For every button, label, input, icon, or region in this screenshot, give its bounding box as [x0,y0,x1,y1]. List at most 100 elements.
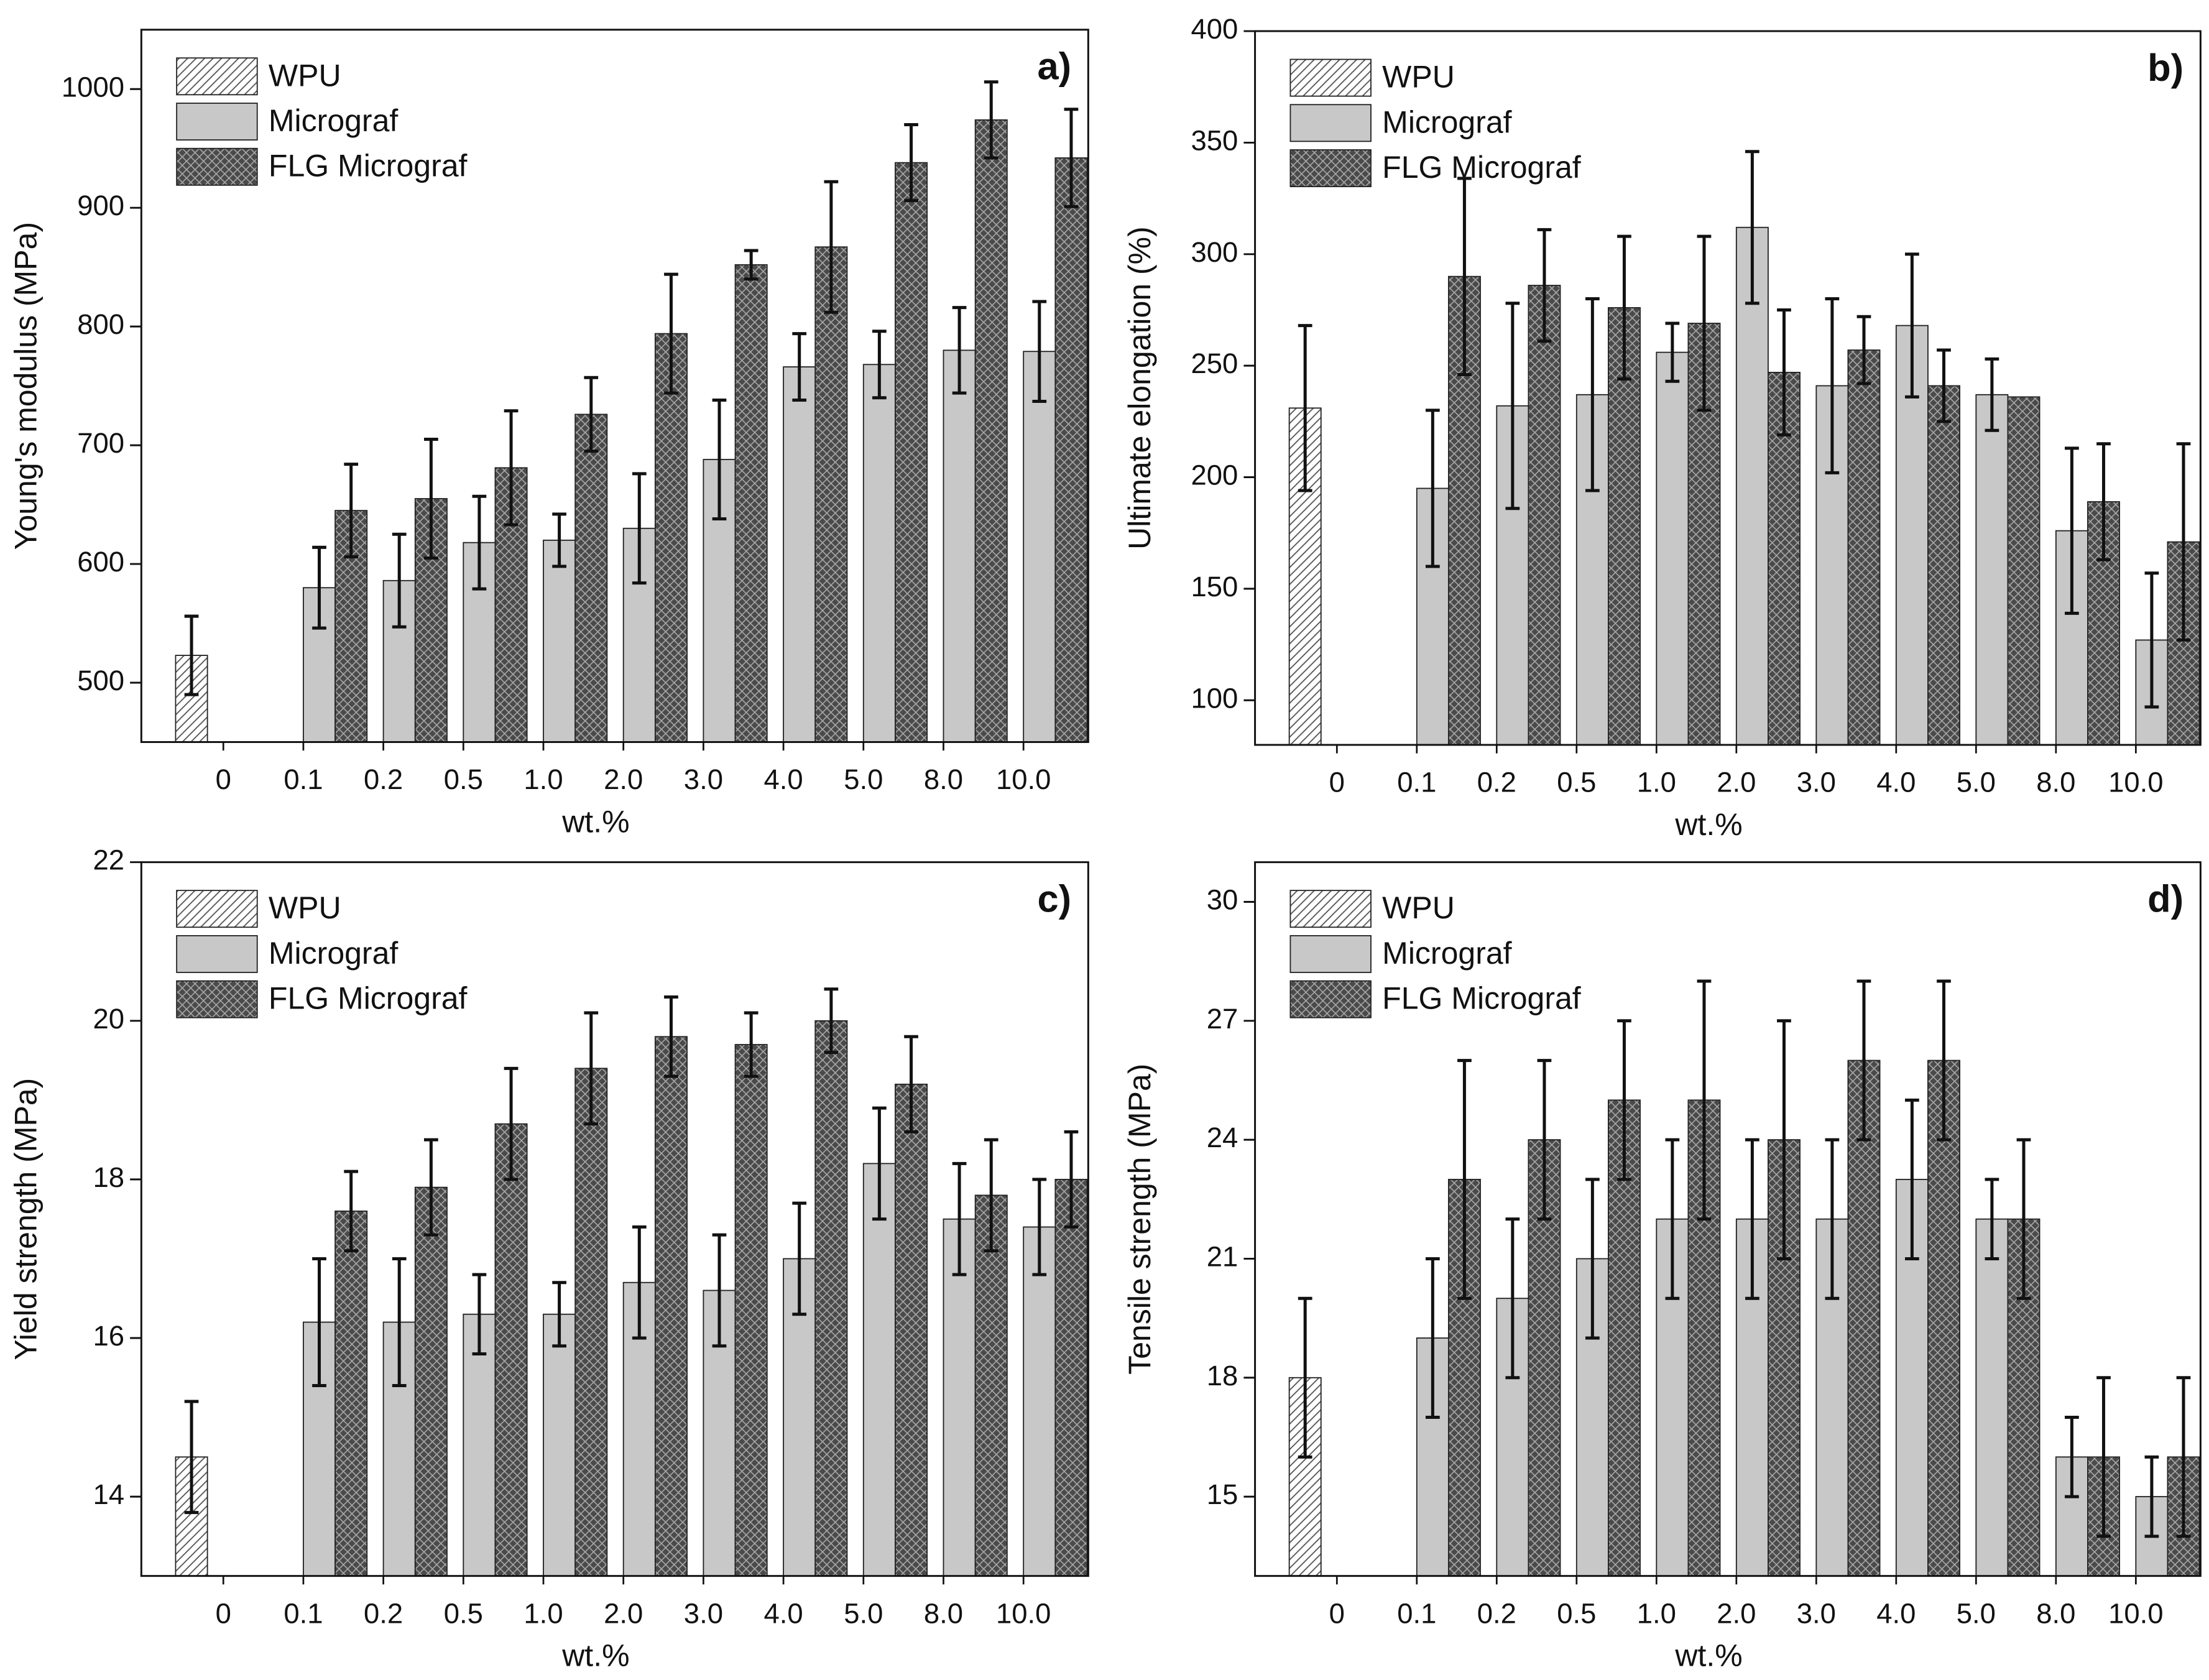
error-bar [1457,177,1472,377]
error-bar [792,1201,807,1316]
bar [943,349,976,743]
error-bar [792,332,807,402]
error-bar [664,995,678,1078]
legend-label: FLG Micrograf [1382,150,1581,185]
bar [862,364,896,743]
bar [334,1211,368,1577]
x-tick-label: 1.0 [523,764,563,795]
bar [943,1218,976,1577]
bar [1054,157,1088,743]
error-bar [1665,321,1680,383]
x-tick-label: 1.0 [523,1597,563,1629]
x-tick-label: 0.2 [1477,1597,1516,1629]
error-bar [504,409,519,527]
x-axis-label: wt.% [561,805,629,839]
x-tick-label: 2.0 [1717,767,1756,798]
x-tick-label: 3.0 [1797,767,1836,798]
y-tick-label: 200 [1191,459,1238,491]
error-bar [1985,357,1999,432]
x-tick-label: 4.0 [763,1597,803,1629]
error-bar [744,1011,759,1078]
x-tick-label: 5.0 [1957,767,1996,798]
x-tick-label: 0.1 [284,764,323,795]
y-tick-label: 20 [93,1003,124,1035]
legend-swatch [176,147,258,186]
y-axis-label: Yield strength (MPa) [9,1078,44,1360]
bar [654,333,688,743]
x-tick-label: 0.5 [444,1597,483,1629]
bar [1023,1226,1056,1577]
bar [1528,285,1561,745]
error-bar [552,512,566,568]
bar [494,1123,528,1577]
plot-frame [140,29,1089,743]
error-bar [872,330,887,400]
bar [2007,396,2041,745]
bar [974,1194,1008,1577]
y-tick-label: 18 [93,1161,124,1193]
x-tick-label: 3.0 [684,764,723,795]
legend-swatch [176,57,258,96]
x-tick-label: 0 [216,764,231,795]
legend-label: WPU [269,890,341,925]
error-bar [664,272,678,395]
error-bar [872,1106,887,1221]
legend-label: WPU [1382,60,1455,95]
x-tick-label: 0.2 [364,764,403,795]
error-bar [1585,1178,1600,1340]
x-tick-label: 2.0 [604,1597,643,1629]
bar [734,1044,768,1577]
y-tick-label: 15 [1207,1479,1238,1510]
y-tick-label: 30 [1207,884,1238,915]
legend-swatch [1289,935,1372,973]
bar [895,162,928,743]
x-tick-label: 0.5 [1557,767,1596,798]
y-tick-label: 27 [1207,1003,1238,1035]
bar [1847,1059,1881,1577]
legend-label: Micrograf [269,103,398,138]
panel-label: a) [1038,45,1072,88]
legend-label: Micrograf [1382,936,1511,971]
x-tick-label: 4.0 [1876,1597,1916,1629]
error-bar [392,532,407,629]
legend-label: Micrograf [1382,104,1511,139]
x-tick-label: 4.0 [763,764,803,795]
error-bar [1985,1178,1999,1260]
x-tick-label: 3.0 [1797,1597,1836,1629]
error-bar [1537,228,1552,343]
error-bar [184,1400,199,1515]
legend-swatch [176,103,258,141]
error-bar [1425,408,1440,568]
error-bar [2065,446,2079,615]
y-tick-label: 1000 [62,71,124,103]
bar [494,467,528,743]
error-bar [1505,1217,1520,1380]
panel-label: c) [1038,878,1072,921]
error-bar [1617,1019,1631,1181]
error-bar [1032,1178,1047,1276]
bar [1927,385,1960,745]
y-tick-label: 800 [77,308,124,340]
error-bar [1905,1098,1919,1260]
error-bar [1937,979,1951,1142]
x-tick-label: 8.0 [2036,767,2075,798]
error-bar [1064,108,1079,208]
x-tick-label: 0 [1329,767,1345,798]
error-bar [952,1161,967,1276]
error-bar [1457,1059,1472,1300]
bar [574,413,608,743]
error-bar [712,399,727,520]
y-tick-label: 21 [1207,1240,1238,1272]
error-bar [1298,1296,1312,1459]
bar [974,119,1008,743]
bar [862,1163,896,1577]
y-tick-label: 900 [77,190,124,221]
bar [814,1020,848,1577]
bar [2007,1218,2041,1577]
error-bar [904,1035,918,1133]
x-tick-label: 10.0 [2108,767,2163,798]
legend-swatch [1289,58,1372,97]
bar [543,1313,576,1577]
error-bar [1856,315,1871,385]
